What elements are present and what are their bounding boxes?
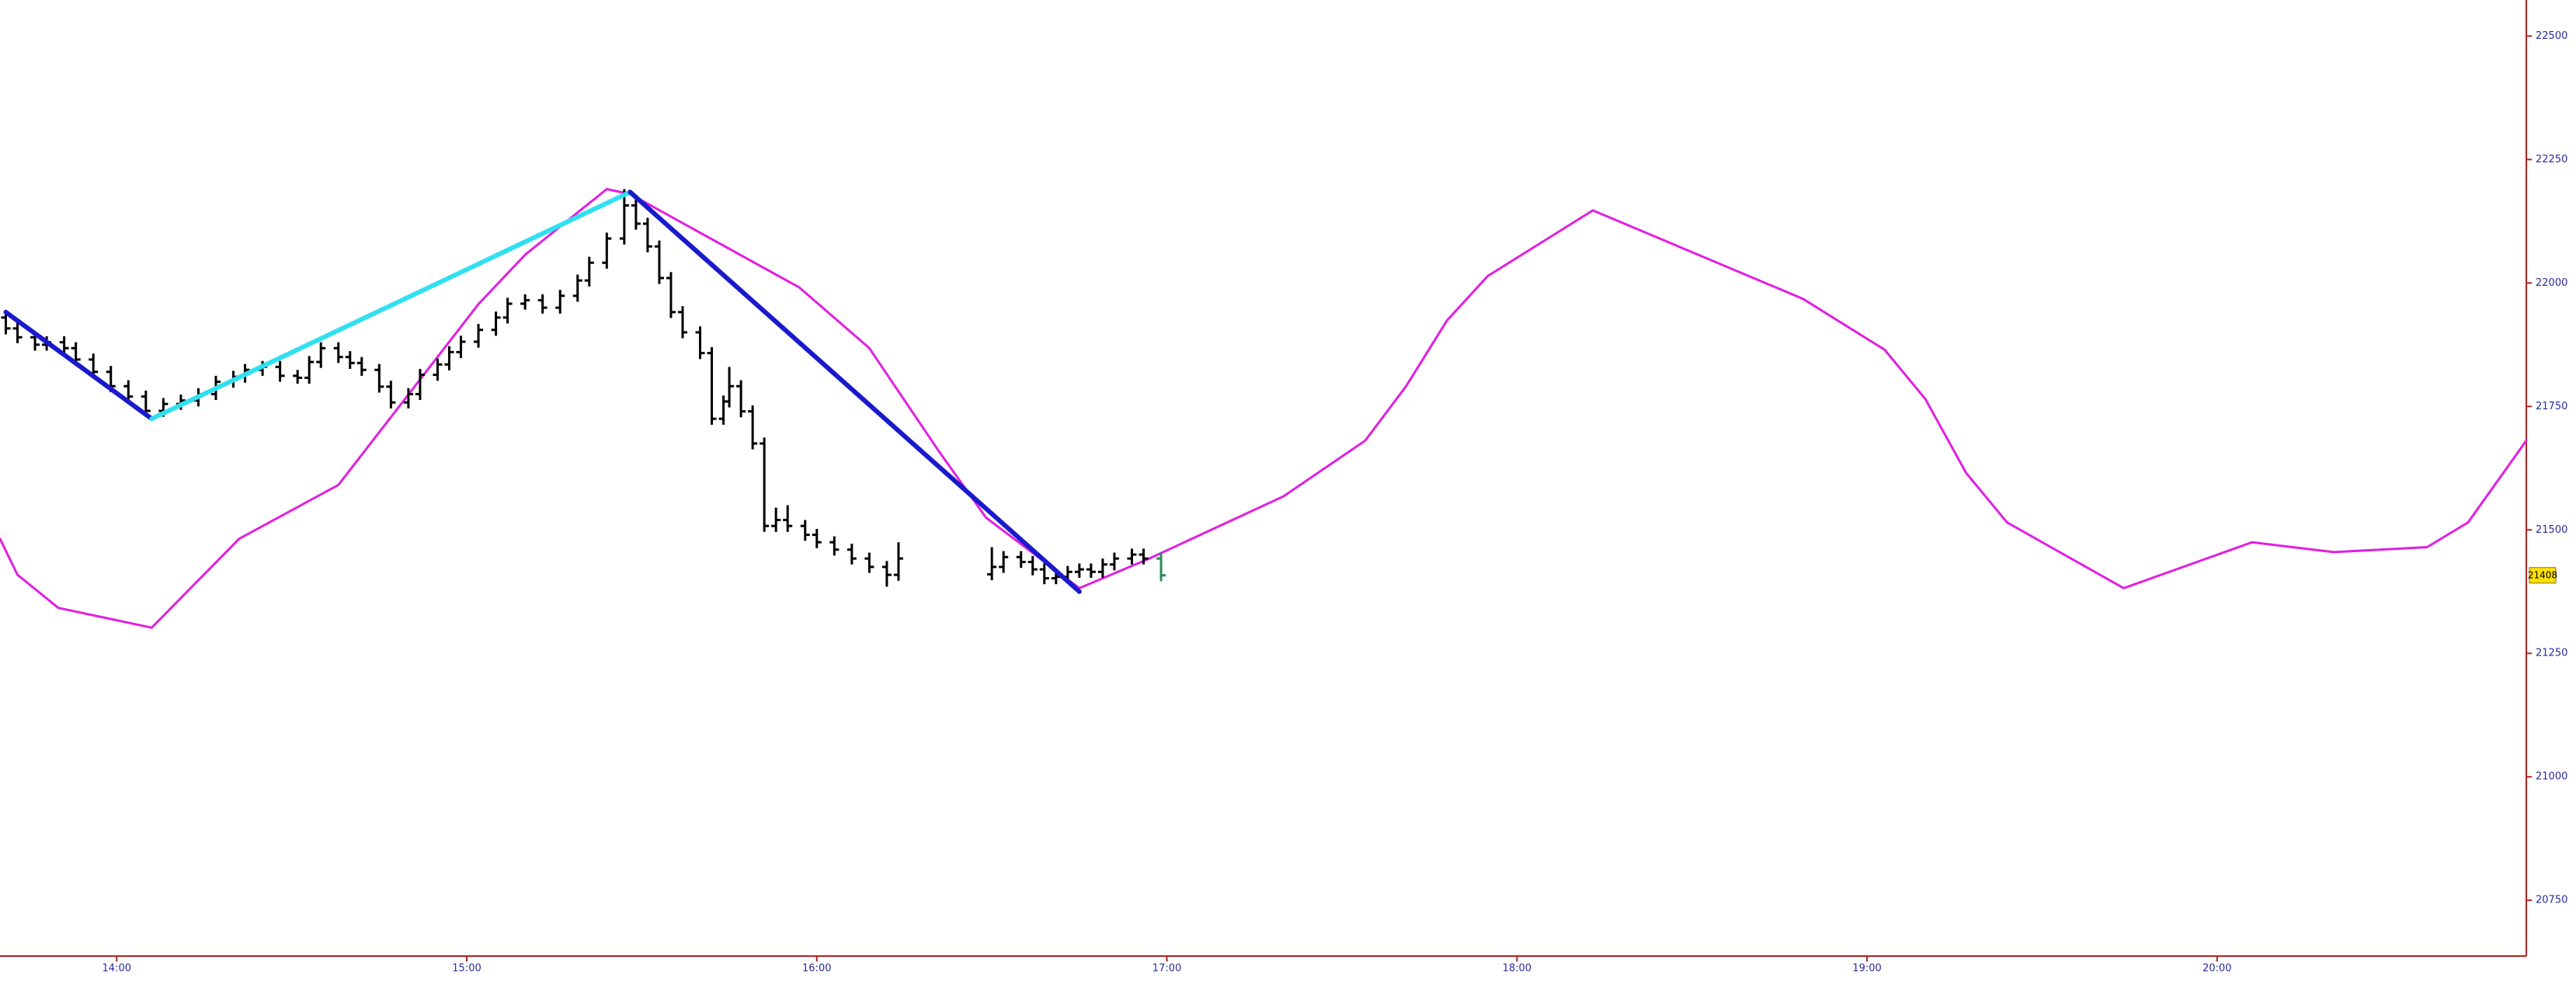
x-tick-label: 15:00	[452, 963, 481, 975]
x-tick-label: 20:00	[2202, 963, 2231, 975]
x-tick-label: 14:00	[103, 963, 131, 975]
y-tick-label: 20750	[2536, 895, 2567, 906]
trend-line	[149, 190, 633, 422]
y-tick-label: 21750	[2536, 401, 2567, 412]
last-price-tag	[2529, 567, 2557, 584]
y-tick-label: 21500	[2536, 524, 2567, 536]
y-tick-label: 22000	[2536, 277, 2567, 289]
y-tick-label: 22500	[2536, 30, 2567, 42]
trend-line	[3, 309, 155, 422]
x-tick-label: 18:00	[1503, 963, 1531, 975]
last-price-label: 21408	[2528, 569, 2557, 580]
x-tick-label: 19:00	[1852, 963, 1881, 975]
y-tick-label: 21000	[2536, 771, 2567, 783]
y-tick-label: 21250	[2536, 648, 2567, 659]
x-tick-label: 16:00	[802, 963, 831, 975]
x-tick-label: 17:00	[1152, 963, 1181, 975]
trend-line	[627, 190, 1082, 594]
y-tick-label: 22250	[2536, 154, 2567, 165]
